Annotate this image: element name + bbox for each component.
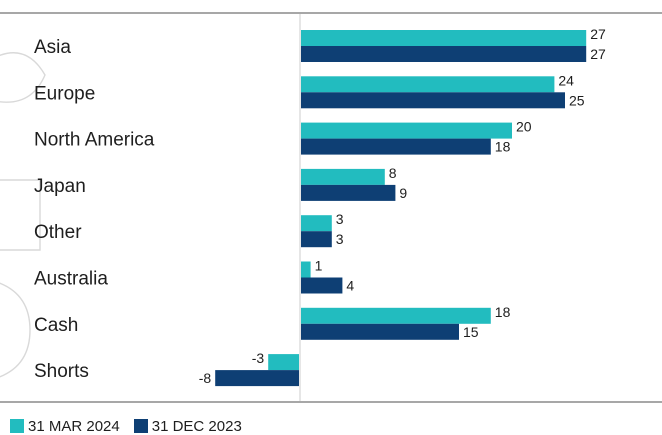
value-label-cash-series-1: 18	[495, 304, 511, 320]
bar-australia-series-1	[300, 261, 311, 278]
value-label-asia-series-1: 27	[590, 26, 606, 42]
category-label-asia: Asia	[34, 37, 71, 58]
value-label-shorts-series-2: -8	[199, 370, 212, 386]
value-label-north-america-series-1: 20	[516, 119, 532, 135]
bar-north-america-series-1	[300, 122, 512, 139]
legend-label-series-2: 31 DEC 2023	[151, 417, 242, 435]
bar-japan-series-2	[300, 184, 396, 201]
category-label-europe: Europe	[34, 83, 95, 104]
category-label-cash: Cash	[34, 315, 78, 336]
category-label-north-america: North America	[34, 130, 155, 151]
value-label-other-series-2: 3	[336, 231, 344, 247]
legend-item-series-2: 31 DEC 2023	[133, 417, 242, 435]
bar-shorts-series-2	[215, 370, 300, 387]
watermark-logo	[0, 52, 46, 378]
bar-shorts-series-1	[268, 354, 300, 371]
legend-swatch-series-2	[133, 419, 148, 433]
value-label-north-america-series-2: 18	[495, 139, 511, 155]
bar-asia-series-1	[300, 30, 587, 46]
category-label-other: Other	[34, 222, 82, 243]
legend-item-series-1: 31 MAR 2024	[10, 418, 120, 435]
bar-europe-series-1	[300, 76, 555, 93]
bar-australia-series-2	[300, 277, 343, 294]
value-label-australia-series-2: 4	[346, 278, 354, 294]
bar-cash-series-1	[300, 307, 491, 324]
bar-north-america-series-2	[300, 138, 491, 155]
value-label-shorts-series-1: -3	[252, 350, 265, 366]
value-label-japan-series-1: 8	[389, 165, 397, 181]
bar-cash-series-2	[300, 323, 459, 340]
category-label-japan: Japan	[34, 176, 86, 197]
value-label-asia-series-2: 27	[590, 46, 606, 62]
bar-asia-series-2	[300, 46, 587, 62]
category-label-shorts: Shorts	[34, 361, 89, 382]
value-label-cash-series-2: 15	[463, 324, 479, 340]
bar-japan-series-1	[300, 168, 385, 185]
bar-other-series-1	[300, 215, 332, 232]
legend-label-series-1: 31 MAR 2024	[28, 417, 120, 435]
legend: 31 MAR 2024 31 DEC 2023	[10, 417, 242, 435]
value-label-europe-series-1: 24	[558, 72, 574, 88]
value-label-other-series-1: 3	[336, 211, 344, 227]
category-label-australia: Australia	[34, 269, 108, 290]
value-label-australia-series-1: 1	[315, 258, 323, 274]
legend-swatch-series-1	[10, 419, 24, 433]
value-label-europe-series-2: 25	[569, 92, 585, 108]
bar-europe-series-2	[300, 92, 565, 109]
value-label-japan-series-2: 9	[399, 185, 407, 201]
bar-other-series-2	[300, 231, 332, 248]
